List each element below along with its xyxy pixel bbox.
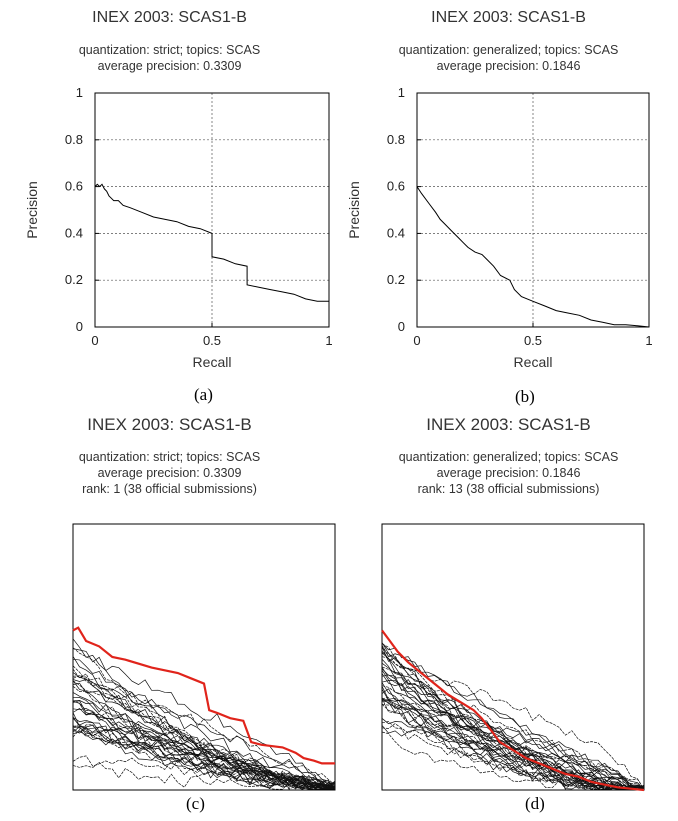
panel-b: INEX 2003: SCAS1-B quantization: general… xyxy=(339,0,678,410)
chart-d-svg xyxy=(381,523,645,792)
submission-curve xyxy=(381,721,645,790)
series-line xyxy=(94,183,329,302)
y-tick-label: 0.8 xyxy=(65,132,83,147)
y-tick-label: 1 xyxy=(398,85,405,100)
submission-curve xyxy=(381,652,644,790)
y-tick-label: 0.8 xyxy=(387,132,405,147)
chart-a-svg: 0 0.2 0.4 0.6 0.8 1 0 0.5 1 Recall Precision xyxy=(24,85,333,370)
series-line xyxy=(416,186,650,328)
submission-curve xyxy=(381,644,645,790)
submission-curve xyxy=(72,755,336,788)
submission-curve xyxy=(381,642,645,788)
submission-curve xyxy=(381,646,645,790)
chart-title: INEX 2003: SCAS1-B xyxy=(87,415,252,434)
y-tick-label: 0.2 xyxy=(387,272,405,287)
y-tick-label: 0.4 xyxy=(65,225,83,240)
panel-label: (c) xyxy=(186,794,205,813)
submission-curve xyxy=(381,697,645,790)
submission-curve xyxy=(72,658,335,790)
highlight-run-curve xyxy=(381,629,645,792)
submission-curve xyxy=(72,726,336,788)
chart-subtitle-line1: quantization: strict; topics: SCAS xyxy=(78,43,261,57)
submission-curve xyxy=(72,700,336,790)
chart-subtitle-line1: quantization: strict; topics: SCAS xyxy=(78,450,261,464)
y-axis-label: Precision xyxy=(346,181,362,239)
plot-frame xyxy=(381,523,645,791)
highlight-run-curve xyxy=(72,626,335,765)
x-tick-label: 1 xyxy=(325,333,332,348)
submission-curve xyxy=(381,666,645,790)
submission-curve xyxy=(72,723,336,790)
chart-b-svg: 0 0.2 0.4 0.6 0.8 1 0 0.5 1 Recall Precision xyxy=(346,85,653,370)
x-tick-label: 1 xyxy=(645,333,652,348)
chart-c-svg xyxy=(72,523,336,791)
submission-curve xyxy=(72,762,336,790)
x-axis-label: Recall xyxy=(514,354,553,370)
y-tick-label: 0 xyxy=(76,319,83,334)
submission-curve xyxy=(381,731,644,790)
submission-curve xyxy=(72,692,336,789)
panel-c: INEX 2003: SCAS1-B quantization: strict;… xyxy=(0,410,339,821)
y-tick-label: 0.2 xyxy=(65,272,83,287)
submission-curve xyxy=(381,703,644,790)
submission-curve xyxy=(72,679,336,787)
chart-subtitle-line1: quantization: generalized; topics: SCAS xyxy=(398,450,619,464)
chart-subtitle-line2: average precision: 0.1846 xyxy=(436,466,581,480)
submission-curve xyxy=(381,669,645,790)
x-tick-label: 0 xyxy=(413,333,420,348)
submission-curve xyxy=(72,648,336,790)
chart-subtitle-line1: quantization: generalized; topics: SCAS xyxy=(398,43,619,57)
y-tick-label: 0.6 xyxy=(387,179,405,194)
chart-subtitle-line2: average precision: 0.3309 xyxy=(97,59,242,73)
submission-curve xyxy=(72,707,336,790)
submission-curve xyxy=(381,662,644,790)
panel-label: (a) xyxy=(194,385,213,404)
y-tick-label: 1 xyxy=(76,85,83,100)
panel-label: (b) xyxy=(515,387,535,406)
submission-curve xyxy=(72,724,335,790)
chart-subtitle-line2: average precision: 0.1846 xyxy=(436,59,581,73)
y-tick-label: 0.4 xyxy=(387,225,405,240)
chart-title: INEX 2003: SCAS1-B xyxy=(431,9,586,26)
submission-curve xyxy=(72,668,336,786)
panel-label: (d) xyxy=(525,794,545,813)
submission-curve xyxy=(381,703,645,790)
chart-title: INEX 2003: SCAS1-B xyxy=(92,9,247,26)
submission-curve xyxy=(72,685,336,790)
panel-d: INEX 2003: SCAS1-B quantization: general… xyxy=(339,410,678,821)
submission-curve xyxy=(381,666,645,790)
panel-a: INEX 2003: SCAS1-B quantization: strict;… xyxy=(0,0,339,410)
submission-curve xyxy=(381,688,644,790)
chart-title: INEX 2003: SCAS1-B xyxy=(426,415,591,434)
chart-subtitle-line2: average precision: 0.3309 xyxy=(97,466,242,480)
submission-curve xyxy=(72,647,336,790)
chart-subtitle-line3: rank: 13 (38 official submissions) xyxy=(417,482,600,496)
submission-curve xyxy=(72,700,335,790)
y-tick-label: 0.6 xyxy=(65,179,83,194)
submission-curve xyxy=(381,700,644,790)
x-axis-label: Recall xyxy=(193,354,232,370)
y-tick-label: 0 xyxy=(398,319,405,334)
chart-subtitle-line3: rank: 1 (38 official submissions) xyxy=(82,482,257,496)
y-axis-label: Precision xyxy=(24,181,40,239)
x-tick-label: 0 xyxy=(91,333,98,348)
x-tick-label: 0.5 xyxy=(203,333,221,348)
x-tick-label: 0.5 xyxy=(524,333,542,348)
